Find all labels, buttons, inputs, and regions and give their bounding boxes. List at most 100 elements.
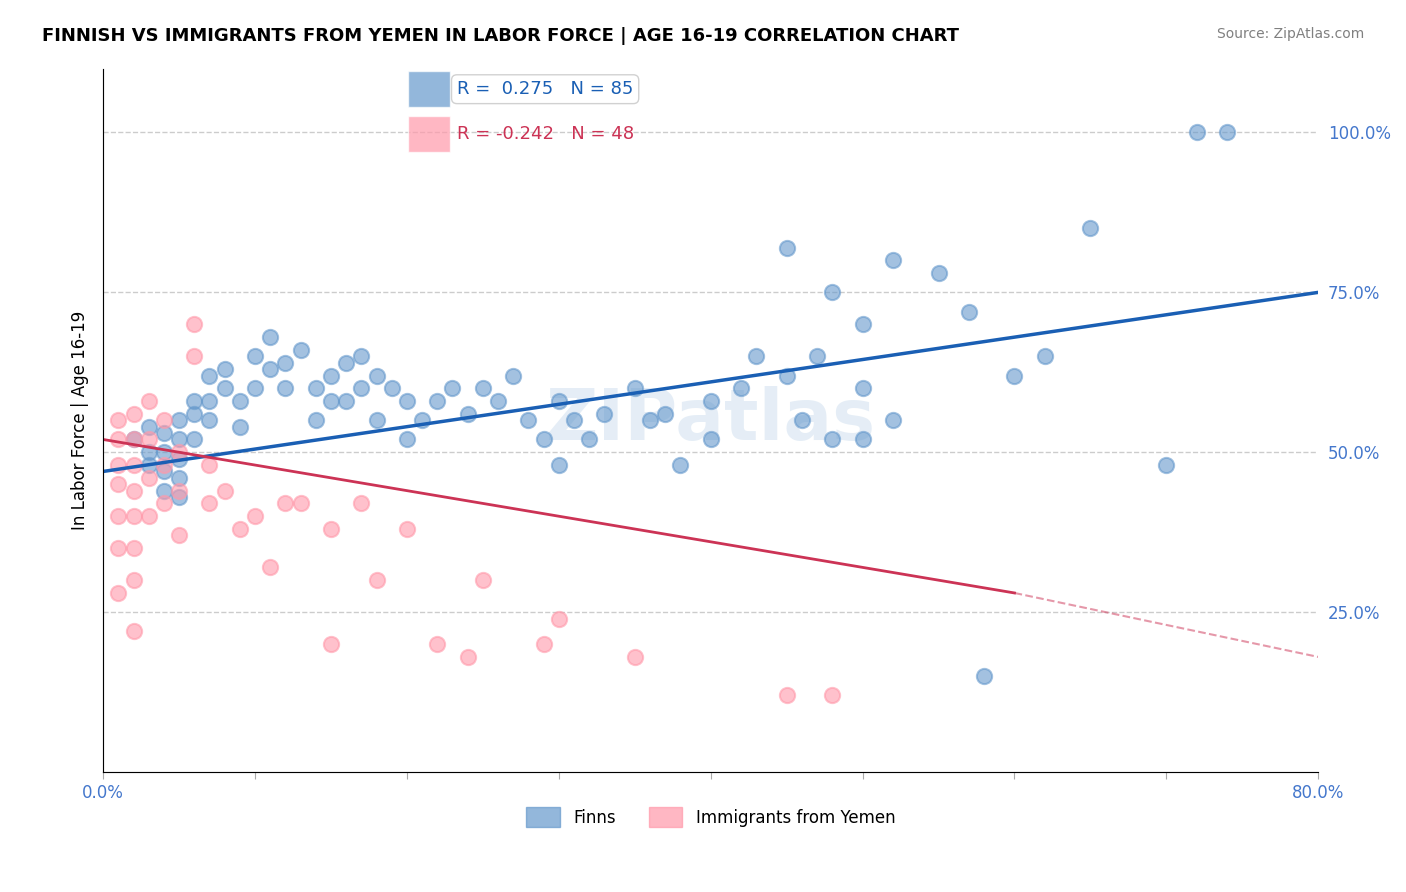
- Point: [198, 458, 221, 472]
- Point: [547, 394, 569, 409]
- Point: [167, 413, 190, 427]
- Point: [806, 349, 828, 363]
- Point: [167, 451, 190, 466]
- Point: [1004, 368, 1026, 383]
- Point: [259, 362, 281, 376]
- Point: [153, 445, 176, 459]
- Point: [153, 458, 176, 472]
- Point: [366, 573, 388, 587]
- Point: [122, 573, 145, 587]
- Point: [198, 413, 221, 427]
- Point: [138, 419, 160, 434]
- Point: [153, 465, 176, 479]
- Point: [107, 509, 129, 524]
- Point: [153, 426, 176, 441]
- Point: [395, 522, 418, 536]
- Point: [623, 381, 645, 395]
- Point: [457, 407, 479, 421]
- Point: [852, 381, 875, 395]
- Point: [167, 528, 190, 542]
- Point: [852, 318, 875, 332]
- Point: [517, 413, 540, 427]
- Point: [775, 688, 797, 702]
- Point: [821, 433, 844, 447]
- Point: [426, 394, 449, 409]
- Point: [882, 253, 904, 268]
- Point: [274, 496, 297, 510]
- Point: [167, 471, 190, 485]
- Point: [122, 407, 145, 421]
- Text: R =  0.275   N = 85: R = 0.275 N = 85: [457, 80, 633, 98]
- Point: [699, 433, 721, 447]
- Point: [229, 394, 252, 409]
- Point: [957, 304, 980, 318]
- Point: [654, 407, 676, 421]
- Point: [350, 349, 373, 363]
- Point: [623, 649, 645, 664]
- Point: [198, 394, 221, 409]
- Point: [638, 413, 661, 427]
- Point: [593, 407, 616, 421]
- Point: [852, 433, 875, 447]
- Point: [229, 522, 252, 536]
- Point: [319, 522, 342, 536]
- Point: [335, 394, 357, 409]
- Point: [107, 413, 129, 427]
- Text: R = -0.242   N = 48: R = -0.242 N = 48: [457, 125, 634, 143]
- Point: [882, 413, 904, 427]
- Point: [122, 509, 145, 524]
- Point: [167, 433, 190, 447]
- Point: [183, 318, 205, 332]
- Y-axis label: In Labor Force | Age 16-19: In Labor Force | Age 16-19: [72, 310, 89, 530]
- Point: [153, 413, 176, 427]
- Text: ZIPatlas: ZIPatlas: [546, 385, 876, 455]
- Point: [214, 362, 236, 376]
- Point: [426, 637, 449, 651]
- Point: [411, 413, 433, 427]
- Point: [547, 458, 569, 472]
- Point: [138, 471, 160, 485]
- Point: [122, 541, 145, 556]
- Point: [471, 381, 494, 395]
- Point: [122, 433, 145, 447]
- Point: [350, 496, 373, 510]
- Point: [259, 330, 281, 344]
- Point: [138, 394, 160, 409]
- Point: [122, 458, 145, 472]
- Point: [973, 669, 995, 683]
- Point: [167, 490, 190, 504]
- Point: [183, 394, 205, 409]
- Point: [486, 394, 509, 409]
- Point: [730, 381, 752, 395]
- Point: [562, 413, 585, 427]
- Point: [107, 586, 129, 600]
- Point: [138, 509, 160, 524]
- Point: [821, 688, 844, 702]
- Point: [122, 433, 145, 447]
- Point: [775, 368, 797, 383]
- Point: [305, 413, 328, 427]
- Point: [1216, 126, 1239, 140]
- Text: Source: ZipAtlas.com: Source: ZipAtlas.com: [1216, 27, 1364, 41]
- Point: [183, 349, 205, 363]
- Point: [335, 356, 357, 370]
- Point: [366, 368, 388, 383]
- Point: [243, 381, 266, 395]
- Point: [319, 368, 342, 383]
- Text: FINNISH VS IMMIGRANTS FROM YEMEN IN LABOR FORCE | AGE 16-19 CORRELATION CHART: FINNISH VS IMMIGRANTS FROM YEMEN IN LABO…: [42, 27, 959, 45]
- Point: [350, 381, 373, 395]
- Point: [471, 573, 494, 587]
- Point: [138, 433, 160, 447]
- Point: [290, 496, 312, 510]
- Point: [214, 483, 236, 498]
- Point: [183, 433, 205, 447]
- Point: [198, 368, 221, 383]
- Point: [669, 458, 692, 472]
- Point: [381, 381, 404, 395]
- Point: [243, 509, 266, 524]
- Point: [502, 368, 524, 383]
- Point: [457, 649, 479, 664]
- Point: [138, 445, 160, 459]
- Point: [122, 483, 145, 498]
- Point: [167, 445, 190, 459]
